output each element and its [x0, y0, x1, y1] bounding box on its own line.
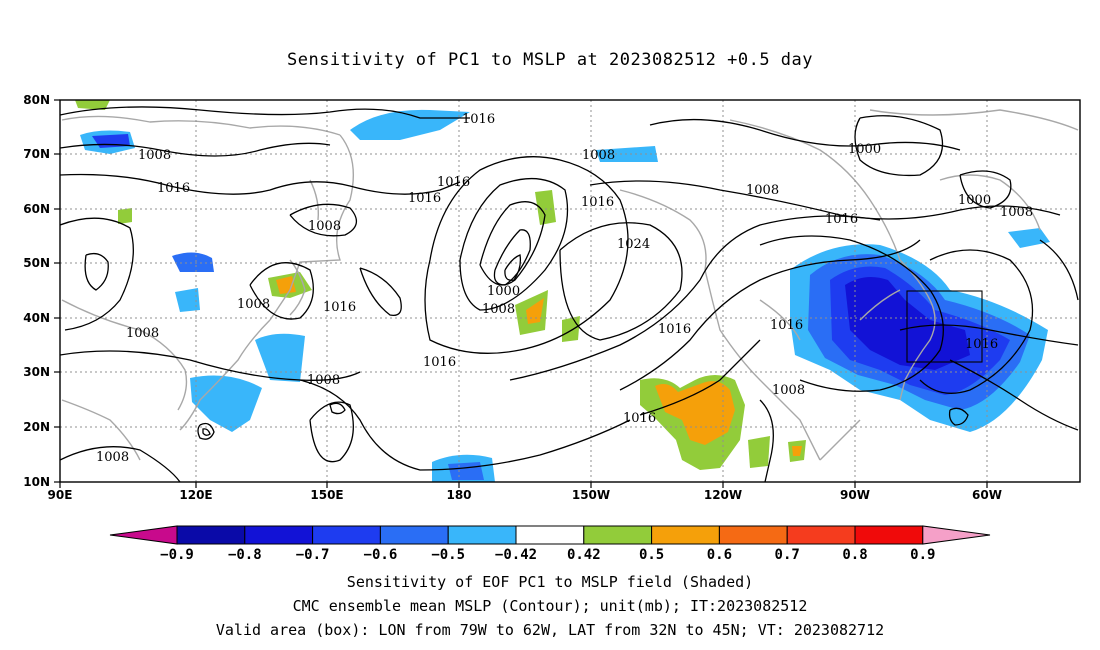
shade-positive-japan-core: [276, 276, 296, 294]
shade-negative-china: [175, 288, 200, 312]
sensitivity-shading: [75, 100, 1050, 482]
colorbar: −0.9 −0.8 −0.7 −0.6 −0.5 −0.42 0.42 0.5 0.6 0.7 0.…: [109, 525, 991, 563]
lat-tick-label: 10N: [23, 475, 50, 489]
lon-tick-label: 180: [446, 488, 471, 502]
lon-tick-label: 60W: [972, 488, 1002, 502]
lat-tick-label: 30N: [23, 365, 50, 379]
colorbar-swatch: [786, 525, 856, 545]
lat-tick-label: 40N: [23, 311, 50, 325]
latitude-axis: 80N 70N 60N 50N 40N 30N 20N 10N: [23, 93, 50, 489]
contour-label: 1008: [1000, 205, 1033, 220]
colorbar-label: −0.6: [364, 547, 398, 563]
colorbar-label: −0.8: [228, 547, 262, 563]
contour-label: 1008: [307, 373, 340, 388]
lon-tick-label: 90W: [840, 488, 870, 502]
contour-label: 1024: [617, 237, 650, 252]
contour-label-group: 1016 1008 1008 1016 1016 1016 1008 1000 …: [96, 112, 1033, 465]
contour-label: 1016: [825, 212, 858, 227]
colorbar-swatch: [718, 525, 788, 545]
contour-label: 1008: [582, 148, 615, 163]
colorbar-swatch: [379, 525, 449, 545]
colorbar-swatch: [176, 525, 246, 545]
footer-line-3: Valid area (box): LON from 79W to 62W, L…: [215, 621, 885, 639]
contour-label: 1008: [96, 450, 129, 465]
mslp-contours: [60, 106, 1079, 482]
contour-label: 1000: [958, 193, 991, 208]
colorbar-label: 0.7: [775, 547, 800, 563]
lon-tick-label: 150W: [572, 488, 610, 502]
lon-tick-label: 150E: [310, 488, 343, 502]
contour-label: 1016: [623, 411, 656, 426]
colorbar-label: 0.6: [707, 547, 732, 563]
colorbar-swatch: [244, 525, 314, 545]
lat-tick-label: 50N: [23, 256, 50, 270]
colorbar-label: 0.5: [639, 547, 664, 563]
contour-label: 1016: [157, 181, 190, 196]
colorbar-label: 0.9: [910, 547, 935, 563]
colorbar-label: 0.42: [567, 547, 601, 563]
colorbar-swatch: [447, 525, 517, 545]
contour-label: 1016: [323, 300, 356, 315]
contour-label: 1016: [408, 191, 441, 206]
contour-label: 1008: [126, 326, 159, 341]
contour-label: 1008: [746, 183, 779, 198]
shade-negative-tropical-core: [448, 462, 484, 480]
shade-positive-arctic: [75, 100, 110, 110]
lat-tick-label: 60N: [23, 202, 50, 216]
shade-negative-greenland: [1008, 228, 1050, 248]
lon-tick-label: 120E: [179, 488, 212, 502]
valid-area-box: [906, 290, 983, 363]
lat-tick-label: 70N: [23, 147, 50, 161]
chart-title: Sensitivity of PC1 to MSLP at 2023082512…: [286, 50, 813, 70]
contour-label: 1016: [462, 112, 495, 127]
longitude-axis: 90E 120E 150E 180 150W 120W 90W 60W: [48, 488, 1002, 502]
contour-label: 1008: [772, 383, 805, 398]
shade-positive-alaska: [535, 190, 556, 225]
grid-lines: [60, 100, 1080, 482]
contour-label: 1008: [482, 302, 515, 317]
shade-negative-pacific-east: [255, 333, 305, 382]
shade-positive-mexico: [748, 436, 770, 468]
colorbar-swatch: [515, 525, 585, 545]
colorbar-swatch: [312, 525, 381, 545]
contour-label: 1008: [138, 148, 171, 163]
shade-positive-small-c-core: [792, 446, 802, 456]
colorbar-high-arrow: [922, 525, 991, 545]
colorbar-label: −0.7: [296, 547, 330, 563]
lat-tick-label: 80N: [23, 93, 50, 107]
contour-label: 1016: [581, 195, 614, 210]
contour-label: 1016: [965, 337, 998, 352]
tick-marks: [54, 99, 988, 488]
contour-label: 1000: [487, 284, 520, 299]
colorbar-low-arrow: [109, 525, 178, 545]
contour-label: 1016: [770, 318, 803, 333]
colorbar-swatch: [651, 525, 720, 545]
colorbar-label: −0.9: [160, 547, 194, 563]
colorbar-swatch: [583, 525, 653, 545]
contour-label: 1008: [237, 297, 270, 312]
footer-line-1: Sensitivity of EOF PC1 to MSLP field (Sh…: [346, 573, 754, 591]
colorbar-label: −0.42: [495, 547, 537, 563]
shade-positive-subtropical-core: [655, 381, 735, 445]
shade-positive-small-b: [118, 208, 132, 224]
colorbar-swatch: [854, 525, 924, 545]
footer-line-2: CMC ensemble mean MSLP (Contour); unit(m…: [292, 597, 808, 615]
lon-tick-label: 120W: [704, 488, 742, 502]
shade-negative-mongolia: [172, 252, 214, 272]
colorbar-label: 0.8: [842, 547, 867, 563]
lat-tick-label: 20N: [23, 420, 50, 434]
contour-label: 1000: [848, 142, 881, 157]
contour-label: 1016: [658, 322, 691, 337]
lon-tick-label: 90E: [48, 488, 73, 502]
contour-label: 1008: [308, 219, 341, 234]
contour-label: 1016: [437, 175, 470, 190]
shade-positive-small-a: [562, 316, 580, 342]
plot-frame: [59, 99, 1081, 483]
shade-negative-scs: [190, 375, 262, 432]
coastlines: [61, 109, 1079, 461]
contour-label: 1016: [423, 355, 456, 370]
colorbar-label: −0.5: [431, 547, 465, 563]
